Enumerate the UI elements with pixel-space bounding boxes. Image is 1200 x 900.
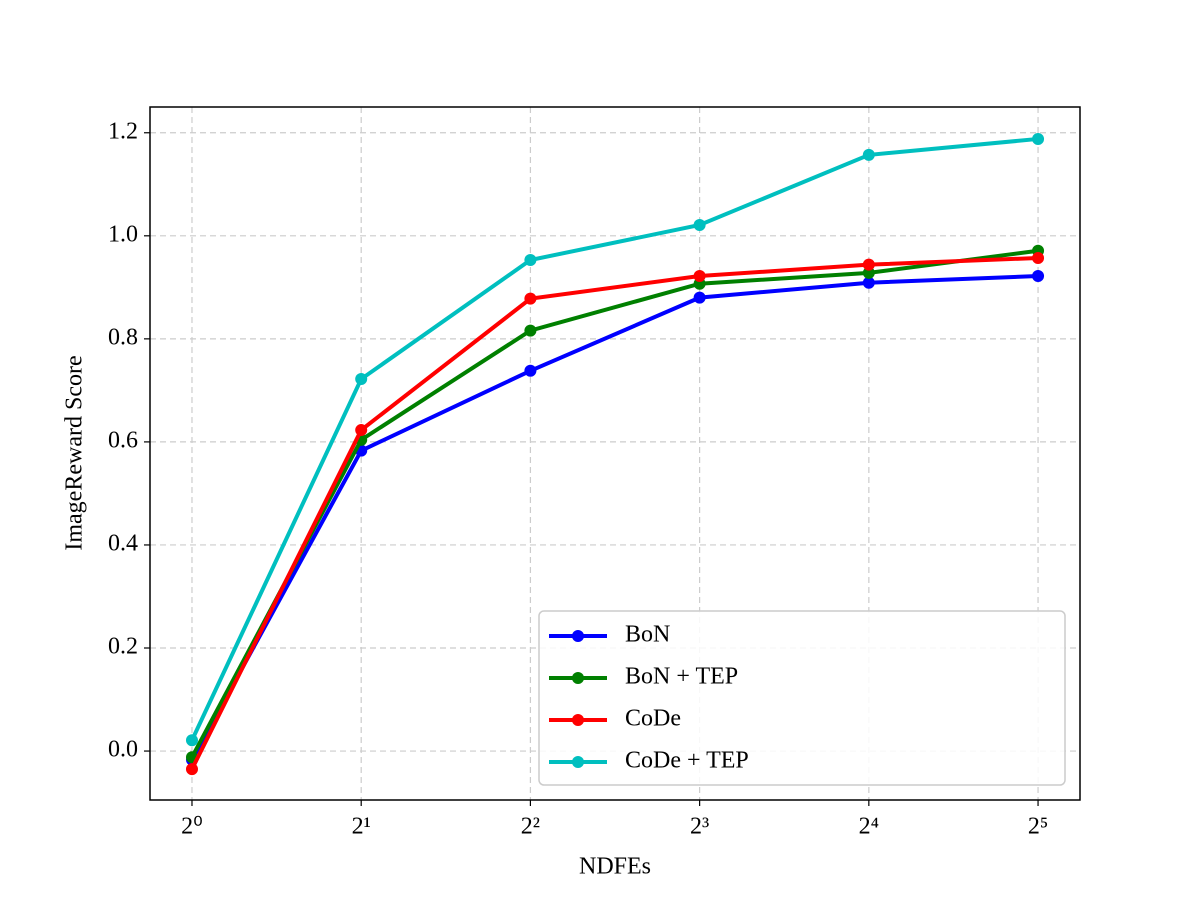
data-point [524,324,537,337]
legend-label: CoDe + TEP [625,748,749,774]
x-tick-label: 2¹ [352,814,371,840]
data-point [693,218,706,231]
y-tick-label: 0.8 [108,324,138,350]
y-tick-label: 0.6 [108,427,138,453]
data-point [524,364,537,377]
x-tick-label: 2³ [690,814,709,840]
data-point [1032,269,1045,282]
data-point [355,424,368,437]
x-axis-label: NDFEs [579,854,651,880]
legend-label: BoN + TEP [625,664,738,690]
data-point [185,734,198,747]
legend-marker [572,756,584,768]
legend-label: BoN [625,622,670,648]
y-tick-label: 1.0 [108,221,138,247]
data-point [862,258,875,271]
data-point [185,763,198,776]
series-line [190,255,1039,770]
x-tick-label: 2⁵ [1028,814,1048,840]
y-tick-label: 0.2 [108,634,138,660]
data-point [524,254,537,267]
y-tick-label: 0.4 [108,530,138,556]
data-point [355,373,368,386]
data-point [862,276,875,289]
y-tick-label: 0.0 [108,737,138,763]
x-tick-label: 2⁴ [859,814,879,840]
x-tick-label: 2⁰ [181,814,203,840]
series-line [190,274,1039,761]
x-tick-label: 2² [521,814,540,840]
y-tick-label: 1.2 [108,118,138,144]
data-point [862,148,875,161]
y-axis-label: ImageReward Score [62,355,88,550]
legend-box [538,610,1066,786]
legend-marker [572,672,584,684]
data-point [524,292,537,305]
plot-frame [149,106,1081,801]
legend-label: CoDe [625,706,681,732]
data-point [693,269,706,282]
legend-marker [572,714,584,726]
data-point [693,291,706,304]
legend-marker [572,630,584,642]
series-line [190,248,1039,759]
data-point [1032,132,1045,145]
series-line [190,136,1039,742]
data-point [1032,251,1045,264]
data-point [862,266,875,279]
